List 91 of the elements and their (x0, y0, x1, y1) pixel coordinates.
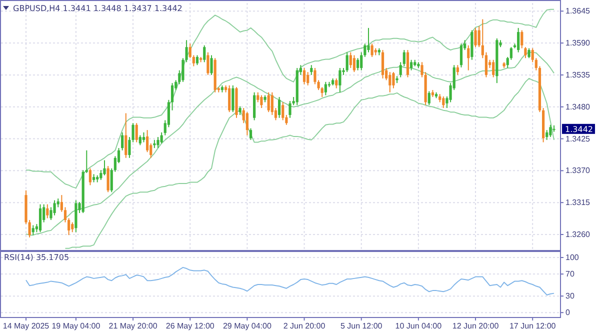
candlestick (392, 72, 395, 89)
candlestick (68, 218, 70, 236)
chart-title: RSI(14) 35.1705 (4, 253, 70, 262)
candlestick (156, 136, 160, 149)
x-tick-label: 2 Jun 20:00 (283, 321, 326, 330)
x-tick-label: 21 May 20:00 (108, 321, 158, 330)
candlestick (367, 27, 370, 53)
candlestick (267, 92, 270, 113)
candlestick (210, 54, 213, 76)
y-tick-label: 1.3480 (566, 102, 591, 112)
candlestick (467, 44, 470, 71)
y-tick-label: 30 (566, 292, 575, 301)
candlestick (338, 67, 342, 93)
candlestick (282, 102, 284, 121)
candlestick (170, 82, 174, 111)
x-tick-label: 26 May 12:00 (166, 321, 215, 330)
candlestick (138, 134, 142, 146)
candlestick (106, 166, 110, 193)
candlestick (228, 84, 231, 113)
candlestick (310, 64, 313, 76)
candlestick (346, 52, 348, 73)
candlestick (302, 67, 306, 85)
candlestick (38, 204, 42, 233)
candlestick (370, 43, 374, 58)
candlestick (196, 54, 199, 66)
candlestick (288, 100, 292, 118)
candlestick (121, 132, 124, 151)
candlestick (549, 124, 552, 138)
candlestick (88, 168, 92, 186)
candlestick (460, 43, 463, 68)
candlestick (474, 27, 477, 48)
candlestick (306, 72, 310, 86)
candlestick (146, 130, 149, 153)
candlestick (32, 224, 34, 236)
candlestick (260, 94, 263, 109)
candlestick (53, 200, 56, 216)
candlestick (410, 59, 413, 71)
y-tick-label: 1.3590 (566, 38, 591, 48)
candlestick (142, 132, 146, 143)
y-tick-label: 1.3425 (566, 134, 591, 144)
candlestick (356, 58, 360, 71)
x-tick-label: 12 Jun 20:00 (452, 321, 500, 330)
candlestick (253, 92, 256, 121)
y-tick-label: 1.3535 (566, 70, 591, 80)
candlestick (388, 72, 392, 93)
y-tick-label: 1.3645 (566, 6, 591, 16)
candlestick (428, 90, 430, 106)
candlestick (160, 132, 163, 144)
candlestick (324, 81, 327, 96)
candlestick (124, 112, 128, 158)
candlestick (352, 54, 356, 73)
candlestick (546, 130, 548, 140)
candlestick (203, 44, 206, 63)
text: 1.3442 (565, 124, 593, 134)
x-tick-label: 29 May 04:00 (222, 321, 272, 330)
candlestick (335, 78, 338, 89)
y-tick-label: 1.3370 (566, 166, 591, 176)
line-series (26, 266, 554, 296)
candlestick (381, 49, 384, 79)
candlestick (406, 49, 410, 78)
candlestick (46, 204, 49, 219)
candlestick (71, 222, 74, 233)
candlestick (442, 96, 445, 109)
candlestick (520, 30, 524, 49)
candlestick (528, 48, 530, 59)
candlestick (492, 59, 495, 78)
candlestick (100, 170, 102, 180)
candlestick (256, 92, 260, 103)
x-tick-label: 10 Jun 04:00 (395, 321, 442, 330)
candlestick (517, 27, 520, 53)
x-tick-label: 14 May 2025 (2, 321, 50, 330)
y-tick-label: 0 (566, 308, 570, 318)
candlestick (524, 46, 527, 59)
y-tick-label: 1.3260 (566, 230, 591, 240)
x-tick-label: 19 May 04:00 (52, 321, 101, 330)
candlestick (232, 84, 234, 113)
candlestick (206, 52, 210, 76)
candlestick (278, 96, 281, 118)
x-tick-label: 5 Jun 12:00 (340, 321, 383, 330)
y-tick-label: 100 (566, 253, 580, 262)
candlestick (135, 122, 138, 143)
candlestick (246, 112, 248, 136)
x-tick-label: 17 Jun 12:00 (509, 321, 556, 330)
chart-title: GBPUSD,H4 1.3441 1.3448 1.3437 1.3442 (13, 4, 182, 13)
candlestick (349, 52, 352, 68)
y-tick-label: 70 (566, 270, 575, 279)
line-series (64, 78, 554, 249)
candlestick (456, 64, 459, 76)
candlestick (103, 160, 106, 176)
y-tick-label: 1.3315 (566, 198, 591, 208)
candlestick (249, 128, 252, 140)
